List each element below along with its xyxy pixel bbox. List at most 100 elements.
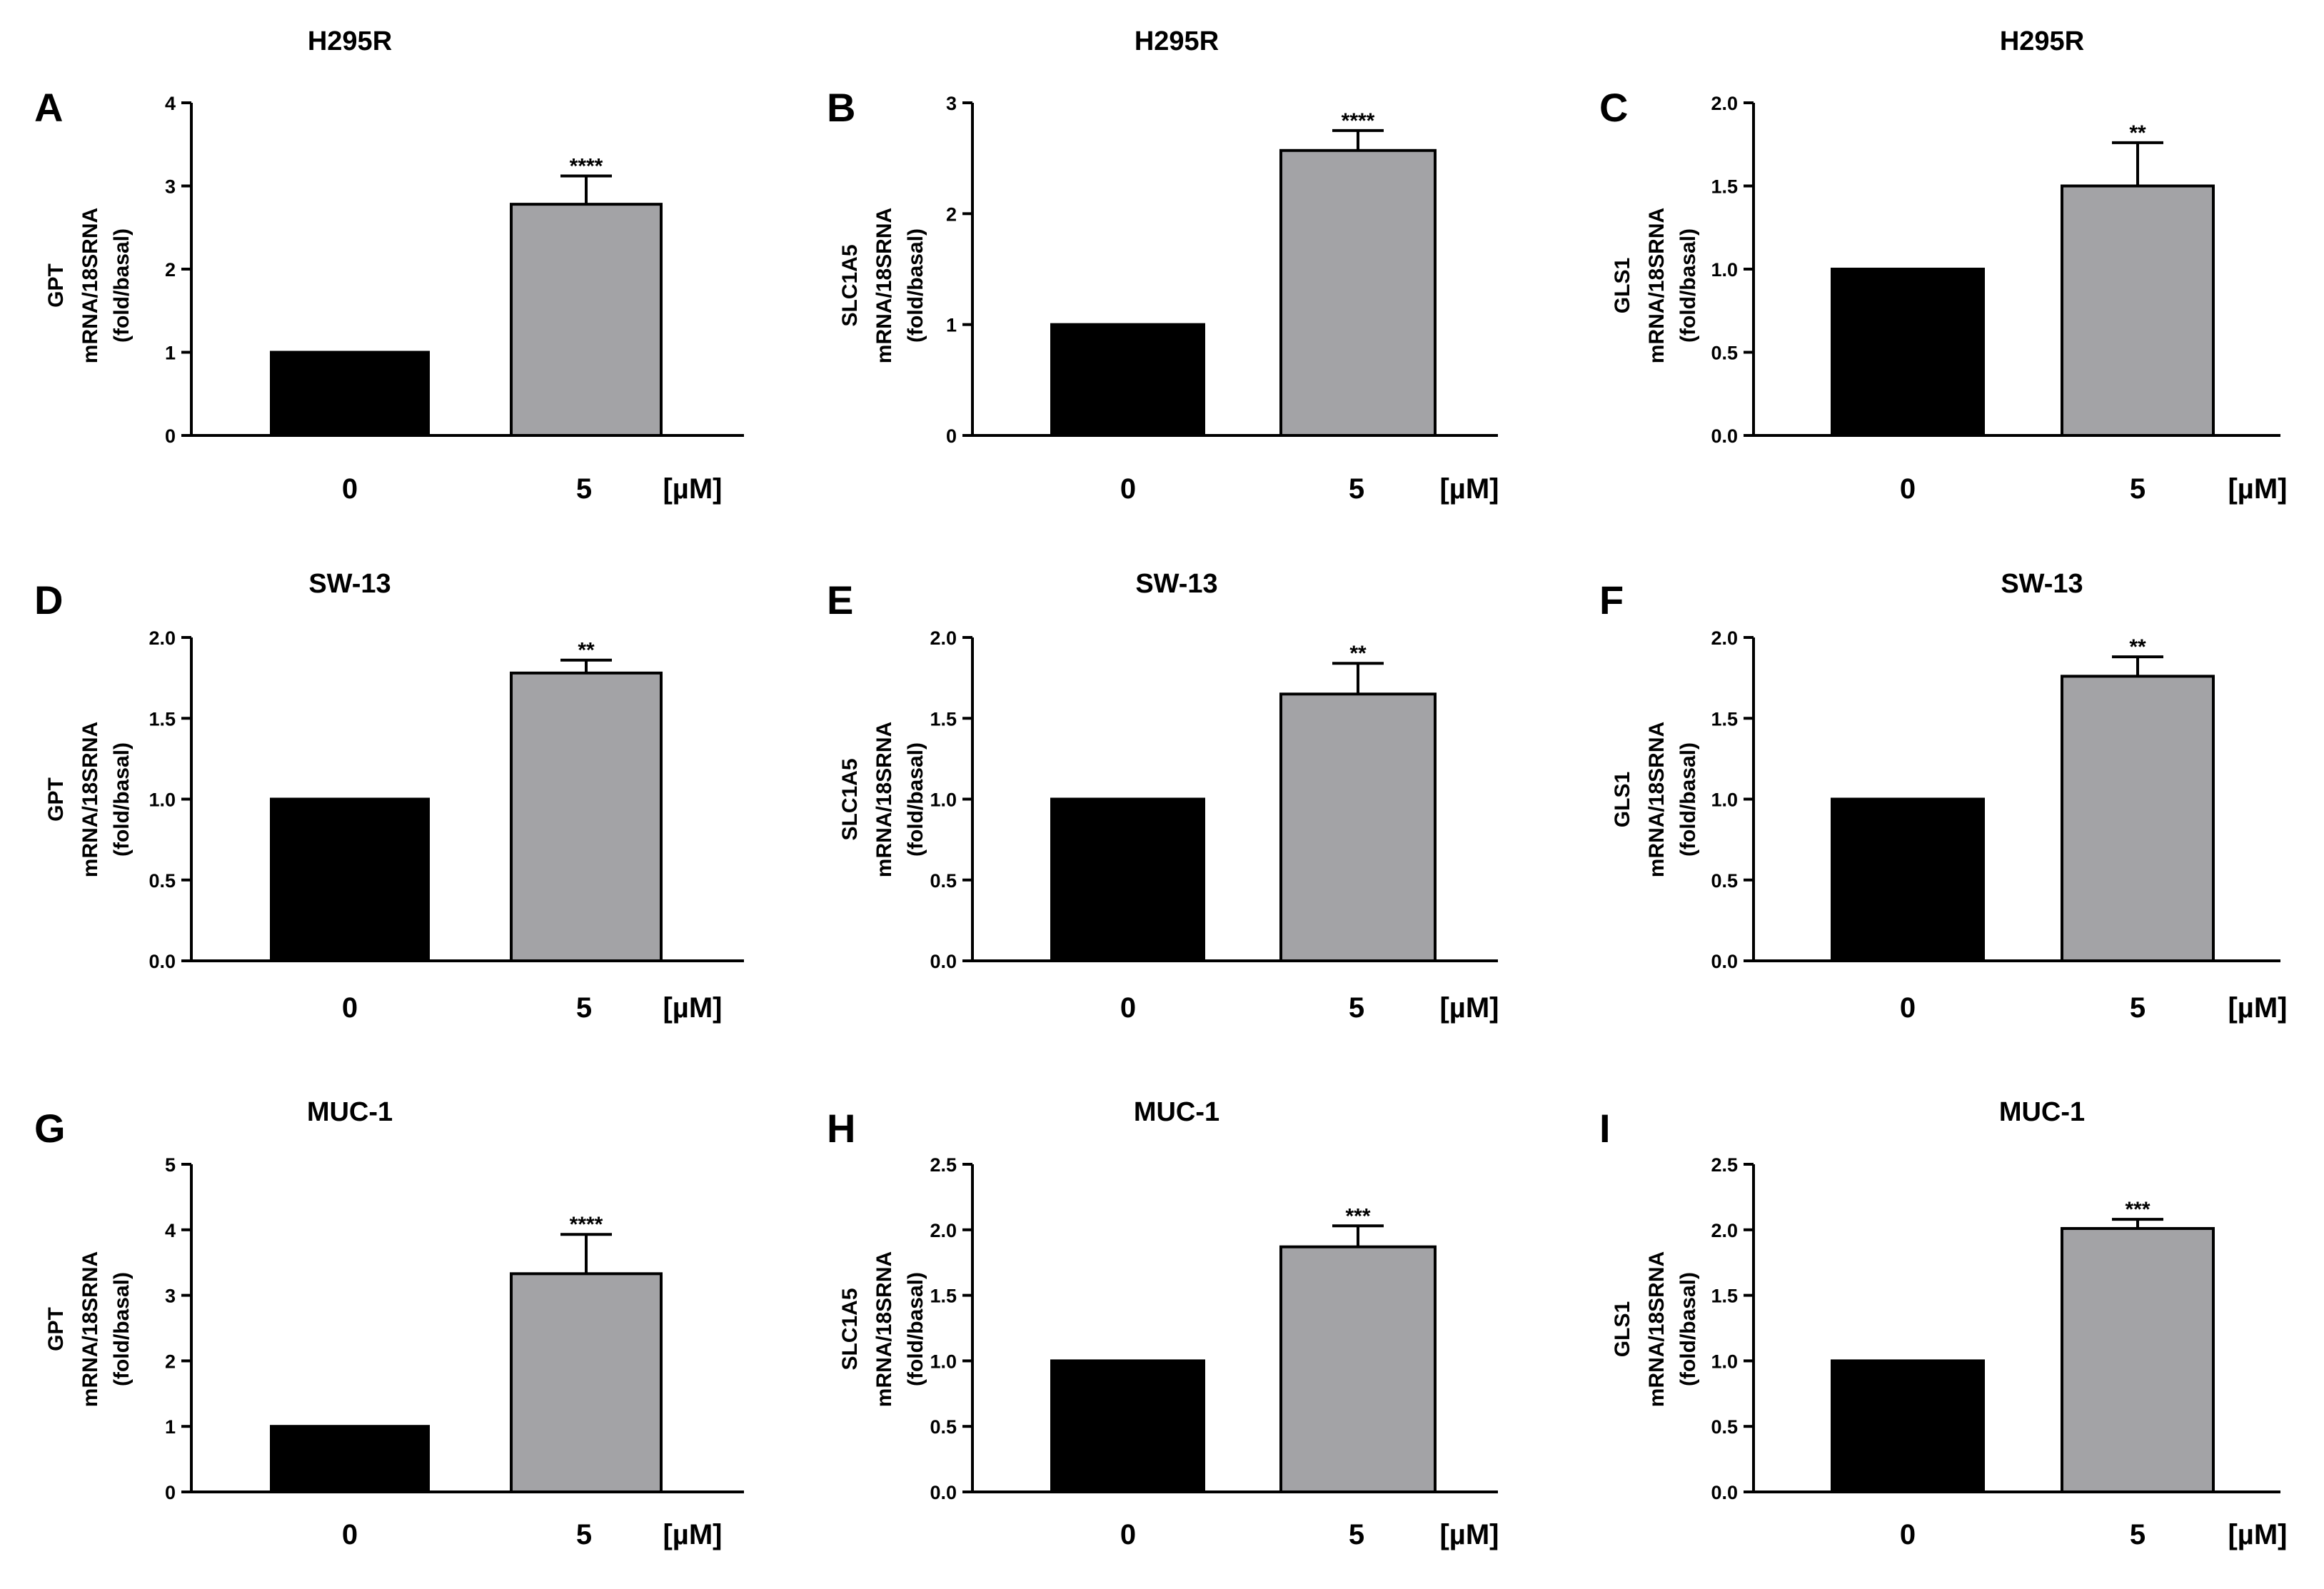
chart-title: H295R xyxy=(308,26,392,56)
x-category-label: 5 xyxy=(1349,473,1364,505)
panel-letter: A xyxy=(34,85,63,130)
x-category-label: 5 xyxy=(2130,1519,2146,1550)
x-unit-label: [µM] xyxy=(1439,473,1499,505)
y-axis-label-line: (fold/basal) xyxy=(1676,228,1700,343)
x-unit-label: [µM] xyxy=(1439,1519,1499,1550)
significance-label: *** xyxy=(2125,1198,2150,1221)
panel-letter: H xyxy=(827,1106,855,1151)
bar-treated xyxy=(2061,675,2215,962)
y-tick-label: 2.0 xyxy=(149,627,176,649)
panel-g: G MUC-1 GPT mRNA/18SRNA (fold/basal) 0 1 2 3 4 5 **… xyxy=(34,1097,744,1550)
x-unit-label: [µM] xyxy=(663,1519,722,1550)
y-axis-label-line: mRNA/18SRNA xyxy=(1645,722,1669,877)
y-tick-label: 1.0 xyxy=(930,1351,957,1372)
bar-control xyxy=(270,1425,430,1493)
x-category-label: 0 xyxy=(342,992,358,1024)
y-axis-label-line: SLC1A5 xyxy=(838,1288,862,1370)
y-axis-label-line: SLC1A5 xyxy=(838,244,862,326)
panel-i: I MUC-1 GLS1 mRNA/18SRNA (fold/basal) 0.0 0.5 1… xyxy=(1599,1097,2288,1550)
y-axis-label-line: GLS1 xyxy=(1611,258,1634,313)
bar-treated xyxy=(1279,1245,1437,1493)
chart-title: MUC-1 xyxy=(1134,1097,1219,1127)
y-tick-label: 2 xyxy=(165,259,176,281)
y-tick-label: 1.0 xyxy=(149,790,176,811)
y-axis-label-line: (fold/basal) xyxy=(1676,742,1700,857)
y-axis-label-line: mRNA/18SRNA xyxy=(1645,208,1669,363)
panel-letter: D xyxy=(34,577,63,622)
y-axis-label-line: mRNA/18SRNA xyxy=(1645,1251,1669,1407)
x-category-label: 5 xyxy=(1349,1519,1364,1550)
x-unit-label: [µM] xyxy=(2228,473,2287,505)
significance-label: ** xyxy=(2129,635,2146,659)
x-unit-label: [µM] xyxy=(1439,992,1499,1024)
chart-title: MUC-1 xyxy=(307,1097,393,1127)
x-category-label: 5 xyxy=(576,473,592,505)
x-unit-label: [µM] xyxy=(2228,1519,2287,1550)
panel-letter: C xyxy=(1599,85,1628,130)
x-category-label: 0 xyxy=(1120,1519,1136,1550)
y-axis-label-line: mRNA/18SRNA xyxy=(872,722,896,877)
significance-label: ** xyxy=(2129,121,2146,145)
y-tick-label: 2.0 xyxy=(930,1220,957,1241)
x-category-label: 0 xyxy=(342,1519,358,1550)
y-axis-label-line: GPT xyxy=(44,1307,68,1351)
significance-label: ** xyxy=(1349,642,1367,665)
y-tick-label: 4 xyxy=(165,93,176,114)
y-tick-label: 1.0 xyxy=(1711,1351,1738,1372)
bar-treated xyxy=(1279,692,1437,963)
y-axis-label-line: (fold/basal) xyxy=(110,742,134,857)
y-axis-label-line: mRNA/18SRNA xyxy=(872,208,896,363)
y-tick-label: 1.0 xyxy=(1711,790,1738,811)
y-tick-label: 1.5 xyxy=(930,708,957,730)
y-axis-label-line: GPT xyxy=(44,777,68,822)
bar-control xyxy=(1831,268,1985,437)
y-tick-label: 1.5 xyxy=(149,708,176,730)
y-tick-label: 0.5 xyxy=(149,870,176,892)
x-category-label: 0 xyxy=(1120,473,1136,505)
panel-e: E SW-13 SLC1A5 mRNA/18SRNA (fold/basal) 0.0 0.… xyxy=(827,569,1499,1024)
y-tick-label: 2.0 xyxy=(1711,93,1738,114)
bar-control xyxy=(1050,323,1205,437)
y-tick-label: 2.0 xyxy=(930,627,957,649)
y-tick-label: 0 xyxy=(946,425,957,447)
y-tick-label: 1.5 xyxy=(930,1286,957,1307)
panel-letter: F xyxy=(1599,577,1624,622)
y-axis-label-line: (fold/basal) xyxy=(904,228,927,343)
x-category-label: 0 xyxy=(342,473,358,505)
panel-letter: I xyxy=(1599,1106,1611,1151)
y-tick-label: 0.0 xyxy=(930,951,957,972)
x-category-label: 5 xyxy=(576,992,592,1024)
y-tick-label: 1 xyxy=(165,1416,176,1438)
significance-label: **** xyxy=(570,1213,603,1236)
chart-title: H295R xyxy=(2000,26,2084,56)
significance-label: *** xyxy=(1345,1204,1370,1228)
chart-title: SW-13 xyxy=(308,569,391,599)
bar-treated xyxy=(510,671,663,963)
panel-letter: B xyxy=(827,85,855,130)
bar-treated xyxy=(510,203,663,437)
y-tick-label: 2 xyxy=(946,203,957,225)
x-category-label: 0 xyxy=(1120,992,1136,1024)
y-tick-label: 4 xyxy=(165,1220,176,1241)
y-tick-label: 2.0 xyxy=(1711,627,1738,649)
panel-d: D SW-13 GPT mRNA/18SRNA (fold/basal) 0.0 0.5 1.… xyxy=(34,569,744,1024)
y-tick-label: 1 xyxy=(165,343,176,364)
y-tick-label: 2.0 xyxy=(1711,1220,1738,1241)
y-tick-label: 0 xyxy=(165,425,176,447)
y-axis-label-line: (fold/basal) xyxy=(1676,1272,1700,1386)
bar-treated xyxy=(1279,148,1437,437)
significance-label: **** xyxy=(570,155,603,178)
y-tick-label: 3 xyxy=(165,176,176,198)
y-axis-label-line: (fold/basal) xyxy=(904,1272,927,1386)
bar-treated xyxy=(2061,184,2215,437)
panel-h: H MUC-1 SLC1A5 mRNA/18SRNA (fold/basal) 0.0 0.… xyxy=(827,1097,1499,1550)
x-category-label: 5 xyxy=(2130,992,2146,1024)
y-tick-label: 0.0 xyxy=(1711,1482,1738,1503)
y-tick-label: 0.0 xyxy=(1711,425,1738,447)
x-category-label: 5 xyxy=(576,1519,592,1550)
y-tick-label: 0.0 xyxy=(930,1482,957,1503)
chart-title: MUC-1 xyxy=(1999,1097,2085,1127)
y-tick-label: 1 xyxy=(946,315,957,336)
y-axis-label-line: mRNA/18SRNA xyxy=(872,1251,896,1407)
